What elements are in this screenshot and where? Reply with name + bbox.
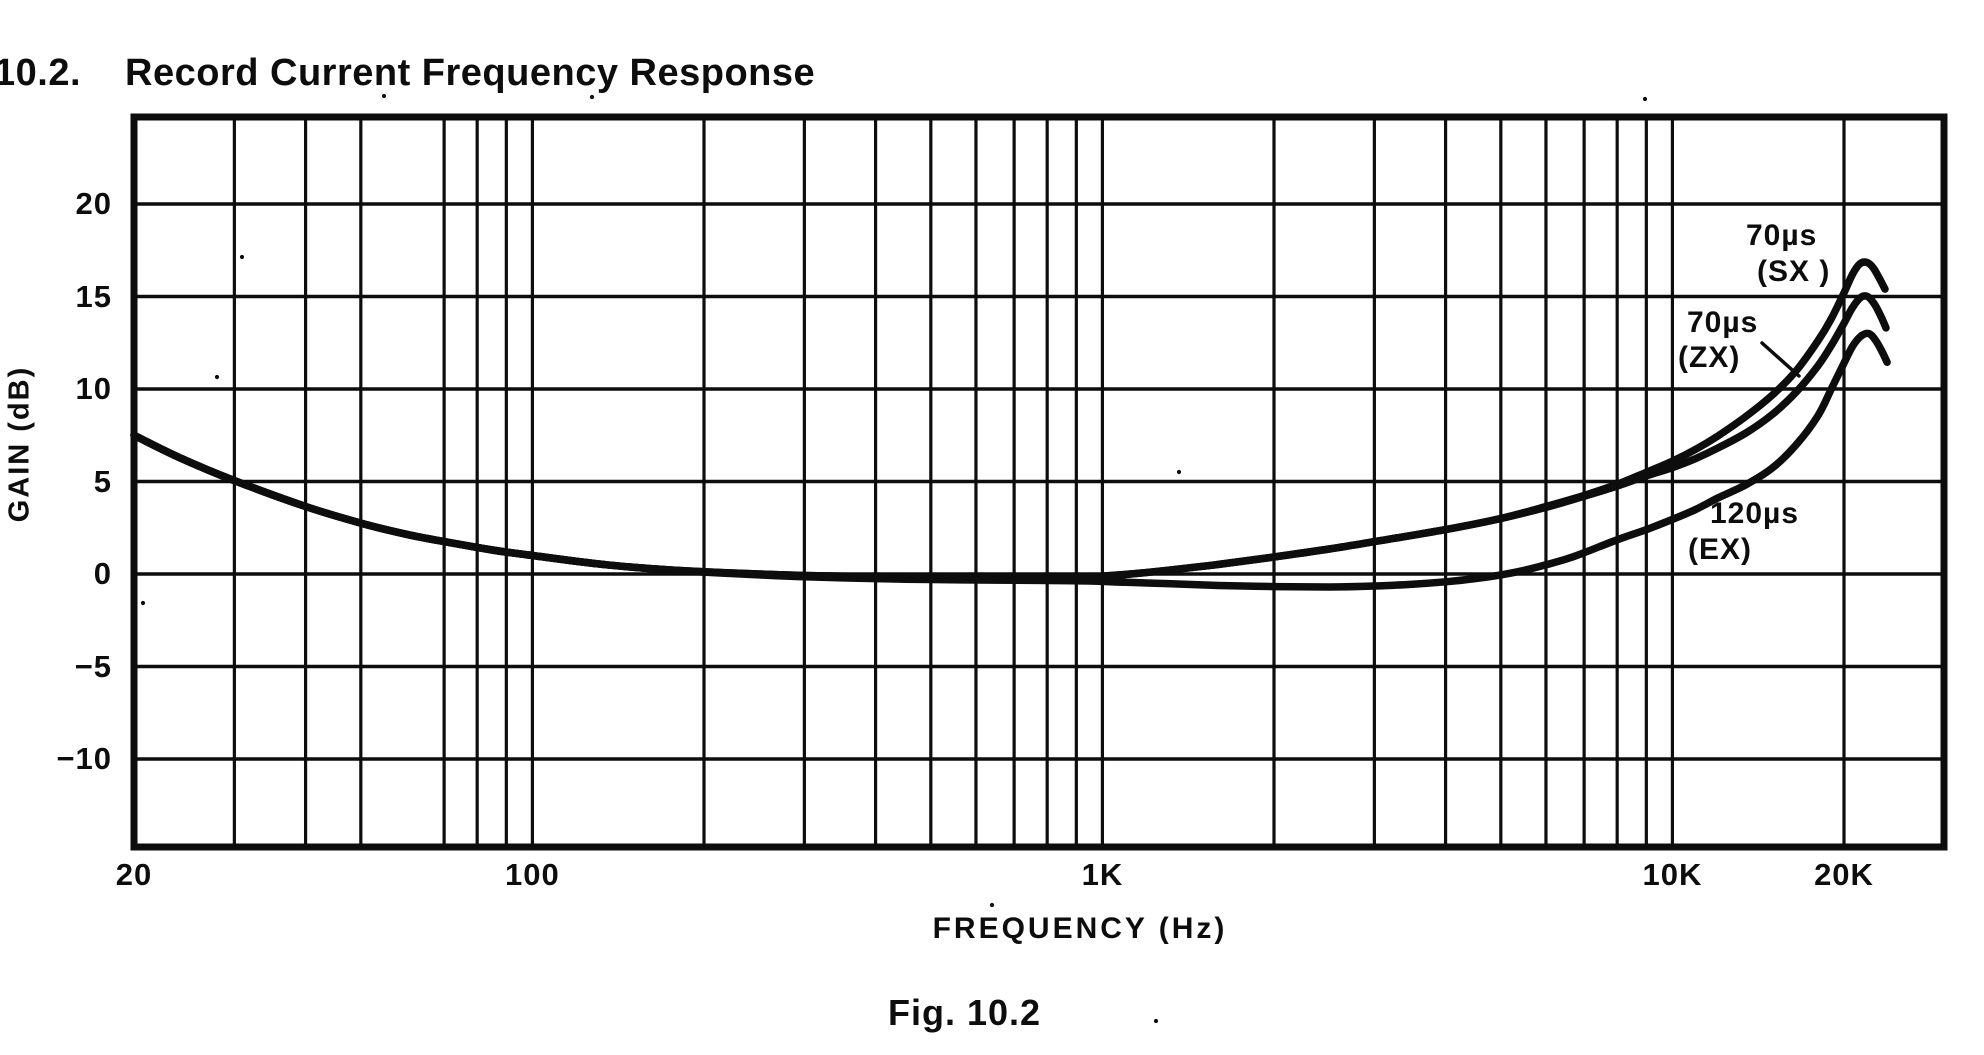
curve-label-ex-line2: (EX) [1688,533,1752,566]
curve-label-zx-line1: 70µs [1687,306,1759,339]
curve-label-ex-line1: 120µs [1710,497,1800,530]
curve-label-sx-line1: 70µs [1746,219,1818,252]
y-tick-label: 20 [75,186,112,221]
scan-speck [1642,96,1648,102]
scan-speck [1153,1018,1159,1024]
scan-speck [989,902,995,908]
scan-speck [140,600,146,606]
y-tick-label: −5 [74,648,112,684]
section-title: 10.2. Record Current Frequency Response [0,52,815,95]
x-axis-title: FREQUENCY (Hz) [932,912,1228,945]
curve-label-sx-line2: (SX ) [1757,255,1831,288]
figure-caption: Fig. 10.2 [888,992,1042,1033]
scan-speck [589,94,595,100]
curve-label-zx-line2: (ZX) [1678,341,1741,374]
section-title-text: Record Current Frequency Response [125,52,816,94]
scan-speck [239,254,245,260]
scan-speck [214,374,220,380]
y-tick-label: 5 [93,463,112,499]
scan-speck [381,93,387,99]
y-tick-label: 10 [75,371,112,406]
y-tick-label: 0 [93,556,112,591]
y-tick-label: 15 [75,278,112,314]
x-tick-label: 20 [115,857,153,892]
x-tick-label: 20K [1814,857,1874,892]
scan-speck [1176,469,1182,475]
curve-120us-ex [130,329,1891,591]
y-tick-label: −10 [56,741,112,776]
x-tick-label: 10K [1642,857,1703,892]
curve-label-leader-zx [1760,341,1801,378]
plot-border [130,113,1948,851]
section-number: 10.2. [0,52,82,94]
x-tick-label: 1K [1081,857,1124,892]
x-tick-label: 100 [505,857,560,892]
